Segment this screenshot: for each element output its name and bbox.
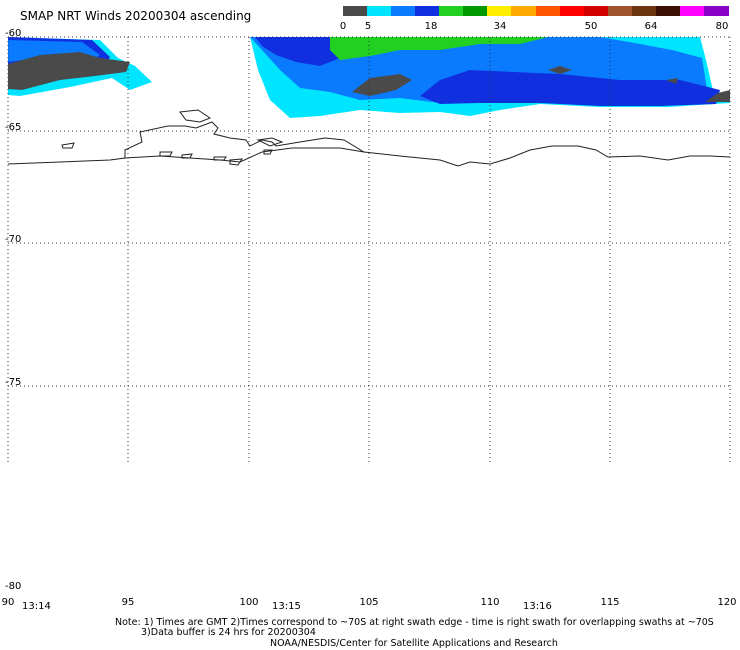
colorbar-segment <box>511 6 536 16</box>
lat-label-75: -75 <box>5 377 22 388</box>
lat-label-70: -70 <box>5 234 22 245</box>
lon-label-120: 120 <box>717 597 737 608</box>
time-label-1316: 13:16 <box>523 601 552 612</box>
lon-label-115: 115 <box>600 597 620 608</box>
colorbar-label-0: 0 <box>339 21 347 32</box>
note-line-1: Note: 1) Times are GMT 2)Times correspon… <box>115 617 714 628</box>
lon-label-110: 110 <box>480 597 500 608</box>
lat-label-80: -80 <box>5 581 22 592</box>
colorbar-segment <box>655 6 681 16</box>
colorbar-segment <box>703 6 729 16</box>
colorbar-segment <box>343 6 368 16</box>
map-title: SMAP NRT Winds 20200304 ascending <box>20 9 252 23</box>
lon-label-100: 100 <box>239 597 259 608</box>
lon-label-105: 105 <box>359 597 379 608</box>
wind-swath-left <box>8 37 152 96</box>
colorbar-label-18: 18 <box>424 21 438 32</box>
colorbar-label-80: 80 <box>715 21 729 32</box>
colorbar-segment <box>607 6 633 16</box>
graticule <box>7 36 731 463</box>
note-line-3: NOAA/NESDIS/Center for Satellite Applica… <box>270 638 558 649</box>
colorbar-segment <box>391 6 416 16</box>
time-label-1314: 13:14 <box>22 601 51 612</box>
note-line-2: 3)Data buffer is 24 hrs for 20200304 <box>141 627 316 638</box>
colorbar-label-50: 50 <box>584 21 598 32</box>
colorbar-segment <box>367 6 392 16</box>
colorbar-segment <box>535 6 561 16</box>
lat-label-65: -65 <box>5 122 22 133</box>
antarctic-coastline <box>7 109 731 167</box>
time-label-1315: 13:15 <box>272 601 301 612</box>
colorbar-label-5: 5 <box>364 21 372 32</box>
colorbar-label-34: 34 <box>493 21 507 32</box>
colorbar-label-64: 64 <box>644 21 658 32</box>
lon-label-90: 90 <box>1 597 15 608</box>
lon-label-95: 95 <box>121 597 135 608</box>
colorbar-segment <box>415 6 440 16</box>
colorbar-segment <box>559 6 585 16</box>
lat-label-60: -60 <box>5 28 22 39</box>
colorbar-segment <box>631 6 657 16</box>
colorbar-segment <box>583 6 609 16</box>
colorbar-segment <box>679 6 705 16</box>
colorbar-segment <box>439 6 464 16</box>
colorbar-segment <box>487 6 512 16</box>
colorbar-segment <box>463 6 488 16</box>
